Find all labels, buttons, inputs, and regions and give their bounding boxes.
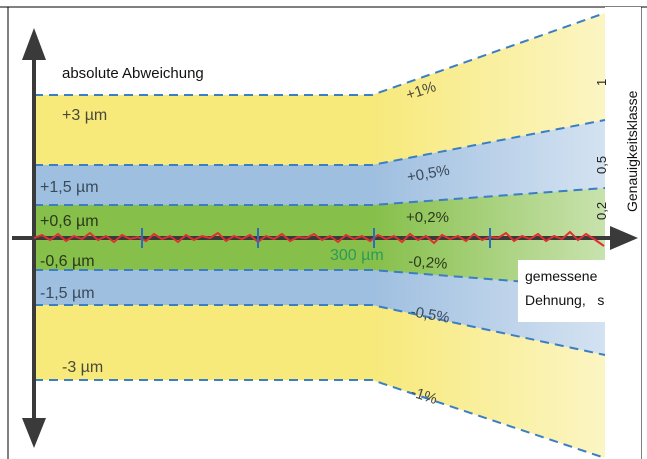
x-axis-label-line2: Dehnung, s: [525, 292, 604, 308]
x-marker-label: 300 µm: [330, 247, 384, 264]
band-label-minus-1-5um: -1,5 µm: [40, 285, 95, 302]
band-label-minus-0-5pct: -0,5%: [409, 303, 451, 327]
y-axis-label: absolute Abweichung: [62, 65, 204, 82]
boundary-plus-1: [34, 12, 606, 96]
band-label-minus-0-6um: -0,6 µm: [40, 253, 95, 270]
measurement-line: [33, 230, 605, 247]
y-axis-arrow-up-icon: [22, 28, 46, 60]
boundary-minus-0-5: [34, 304, 606, 356]
band-label-plus-0-2pct: +0,2%: [406, 209, 449, 226]
class-label-0-5: 0,5: [594, 156, 609, 174]
x-axis-label-box: [518, 260, 622, 322]
band-label-plus-1-5um: +1,5 µm: [40, 179, 99, 196]
fade-overlay: [372, 13, 605, 458]
y-axis-arrow-down-icon: [22, 418, 46, 448]
band-label-minus-3um: -3 µm: [62, 359, 103, 376]
band-label-plus-3um: +3 µm: [62, 107, 107, 124]
boundary-minus-0-2: [34, 269, 606, 289]
tolerance-boundaries: [34, 12, 606, 459]
band-label-minus-0-2pct: -0,2%: [408, 253, 448, 273]
boundary-plus-0-5: [34, 119, 606, 166]
boundary-minus-1: [34, 379, 606, 459]
x-axis-ticks: [141, 228, 491, 248]
x-axis-arrow-icon: [610, 226, 638, 250]
x-axis-label-line1: gemessene: [525, 268, 598, 284]
band-label-plus-0-6um: +0,6 µm: [40, 213, 99, 230]
boundary-plus-0-2: [34, 187, 606, 206]
class-axis-label: Genauigkeitsklasse: [624, 90, 640, 212]
class-label-0-2: 0,2: [594, 202, 609, 220]
class-label-1: 1: [594, 79, 609, 86]
